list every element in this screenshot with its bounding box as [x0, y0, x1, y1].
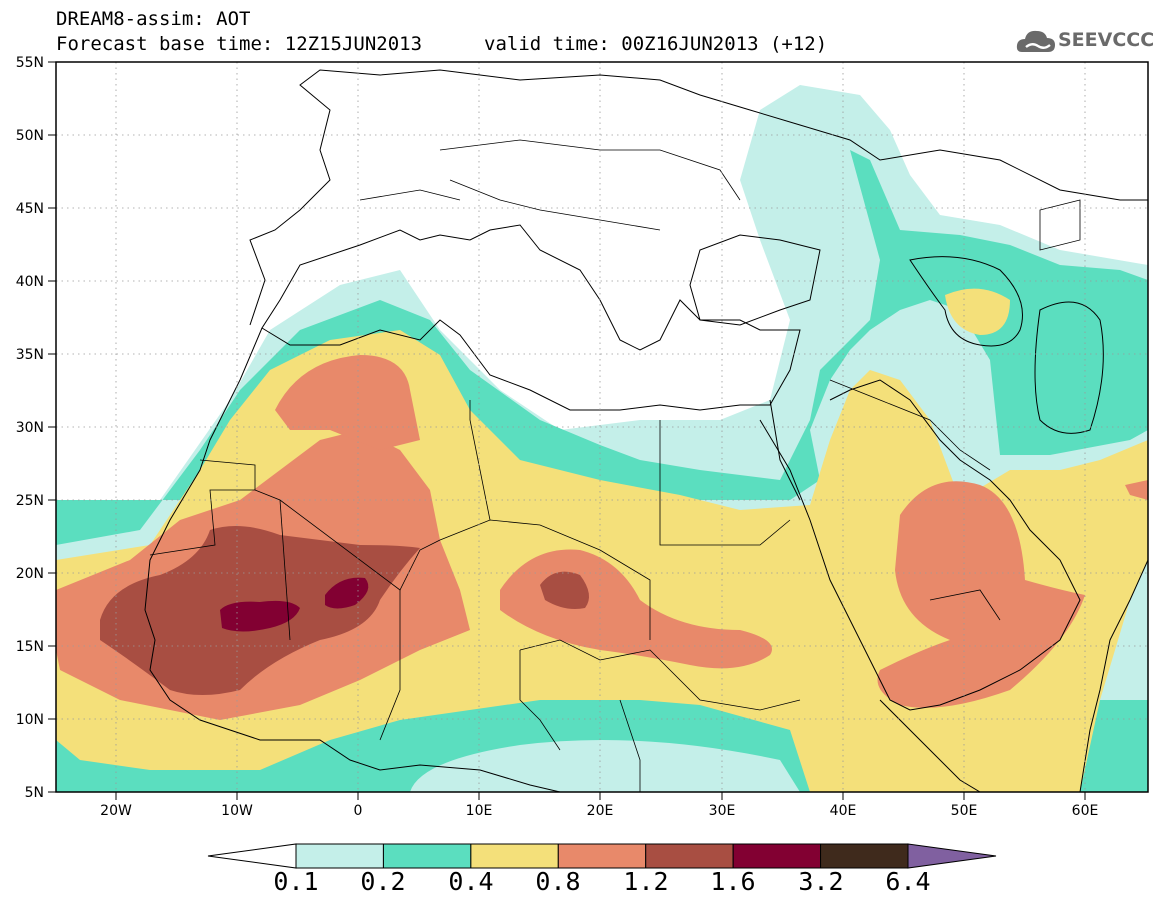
colorbar-label: 1.2: [623, 867, 669, 896]
colorbar-label: 0.4: [448, 867, 494, 896]
aot-contour-1.6-3.2: [220, 577, 369, 632]
lon-label: 60E: [1072, 803, 1099, 819]
lat-label: 5N: [25, 785, 44, 801]
title-line-2: Forecast base time: 12Z15JUN2013: [56, 33, 423, 55]
lon-label: 0: [354, 803, 363, 819]
country-borders: [149, 139, 1081, 792]
colorbar-label: 0.1: [273, 867, 319, 896]
lon-label: 30E: [709, 803, 736, 819]
colorbar-label: 0.2: [360, 867, 406, 896]
lon-label: 20E: [587, 803, 614, 819]
lat-label: 35N: [16, 347, 44, 363]
colorbar-label: 1.6: [710, 867, 756, 896]
lon-label: 10W: [221, 803, 253, 819]
lon-labels: 20W 10W 0 10E 20E 30E 40E 50E 60E: [100, 803, 1098, 819]
lat-label: 25N: [16, 493, 44, 509]
lon-label: 20W: [100, 803, 132, 819]
lat-label: 40N: [16, 274, 44, 290]
lat-label: 15N: [16, 639, 44, 655]
colorbar-label: 0.8: [535, 867, 581, 896]
colorbar-label: 6.4: [885, 867, 931, 896]
colorbar-label: 3.2: [798, 867, 844, 896]
map-ticks: [48, 61, 1086, 800]
cloud-icon: [1016, 30, 1055, 52]
graticule: [56, 62, 1148, 792]
lon-label: 10E: [466, 803, 493, 819]
lat-label: 55N: [16, 55, 44, 71]
lat-label: 45N: [16, 201, 44, 217]
title-line-1: DREAM8-assim: AOT: [56, 8, 251, 30]
lat-label: 20N: [16, 566, 44, 582]
lat-labels: 55N 50N 45N 40N 35N 30N 25N 20N 15N 10N …: [16, 55, 44, 801]
aot-map: 55N 50N 45N 40N 35N 30N 25N 20N 15N 10N …: [16, 55, 1149, 819]
lon-label: 40E: [830, 803, 857, 819]
valid-time: valid time: 00Z16JUN2013 (+12): [484, 33, 828, 55]
lon-label: 50E: [951, 803, 978, 819]
lat-label: 30N: [16, 420, 44, 436]
logo-text: SEEVCCC: [1058, 29, 1155, 51]
lat-label: 10N: [16, 712, 44, 728]
lat-label: 50N: [16, 128, 44, 144]
